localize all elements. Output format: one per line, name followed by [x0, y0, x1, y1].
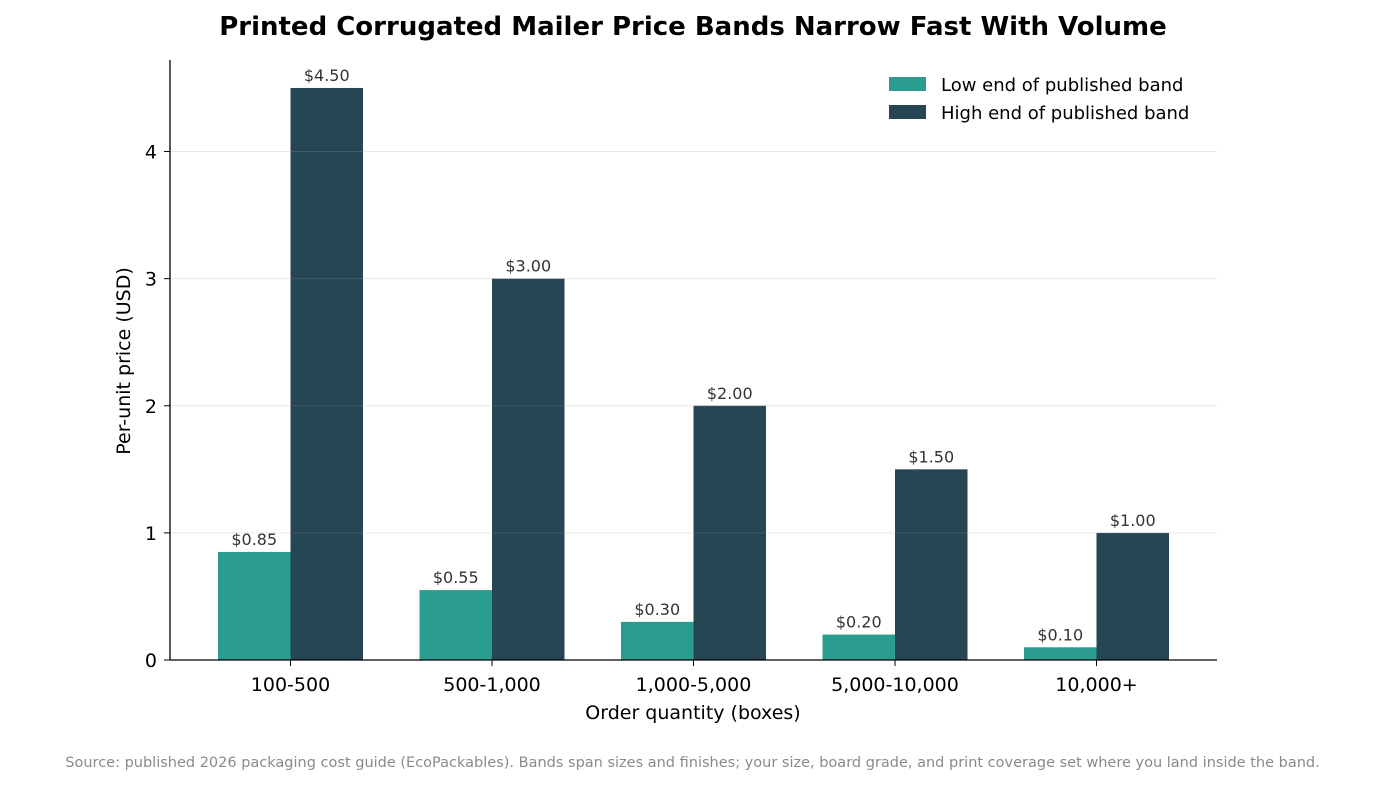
bar-high: [693, 405, 766, 660]
data-label: $2.00: [707, 384, 753, 403]
x-tick-label: 10,000+: [1055, 674, 1137, 696]
data-label: $4.50: [304, 66, 350, 85]
y-tick-label: 4: [145, 142, 157, 164]
data-label: $0.30: [634, 600, 680, 619]
bar-low: [1024, 647, 1097, 660]
legend-label: Low end of published band: [941, 75, 1183, 96]
bar-high: [1096, 532, 1169, 660]
data-label: $1.00: [1110, 511, 1156, 530]
bar-low: [419, 590, 492, 660]
x-tick-label: 1,000-5,000: [636, 674, 752, 696]
x-axis-label: Order quantity (boxes): [585, 702, 800, 724]
bar-high: [492, 278, 565, 660]
legend-label: High end of published band: [941, 103, 1189, 124]
bar-high: [895, 469, 968, 660]
legend: Low end of published band High end of pub…: [889, 75, 1189, 124]
data-label: $0.10: [1037, 625, 1083, 644]
y-tick-labels: 0 1 2 3 4: [145, 142, 157, 672]
data-label: $0.20: [836, 613, 882, 632]
y-tick-label: 2: [145, 396, 157, 418]
x-tick-label: 500-1,000: [443, 674, 541, 696]
bar-low: [822, 634, 895, 660]
bars: [170, 87, 1217, 660]
y-tick-label: 0: [145, 650, 157, 672]
y-tick-label: 1: [145, 523, 157, 545]
x-tick-labels: 100-500 500-1,000 1,000-5,000 5,000-10,000 1…: [251, 674, 1138, 696]
data-label: $1.50: [908, 447, 954, 466]
bar-high: [290, 87, 363, 660]
y-axis-label: Per-unit price (USD): [113, 267, 135, 455]
legend-swatch: [889, 77, 926, 91]
legend-swatch: [889, 105, 926, 119]
data-label: $3.00: [505, 257, 551, 276]
y-tick-label: 3: [145, 269, 157, 291]
data-label: $0.85: [231, 530, 277, 549]
data-label: $0.55: [433, 568, 479, 587]
x-tick-label: 5,000-10,000: [831, 674, 959, 696]
bar-low: [218, 551, 291, 660]
bar-low: [621, 621, 694, 660]
axes: [164, 60, 1217, 666]
x-tick-label: 100-500: [251, 674, 330, 696]
data-labels: $0.85 $4.50 $0.55 $3.00 $0.30 $2.00 $0.20 $1.50…: [231, 66, 1155, 644]
chart-title: Printed Corrugated Mailer Price Bands Na…: [219, 12, 1167, 42]
bar-chart: Printed Corrugated Mailer Price Bands Na…: [113, 12, 1217, 724]
source-note: Source: published 2026 packaging cost gu…: [65, 755, 1320, 771]
